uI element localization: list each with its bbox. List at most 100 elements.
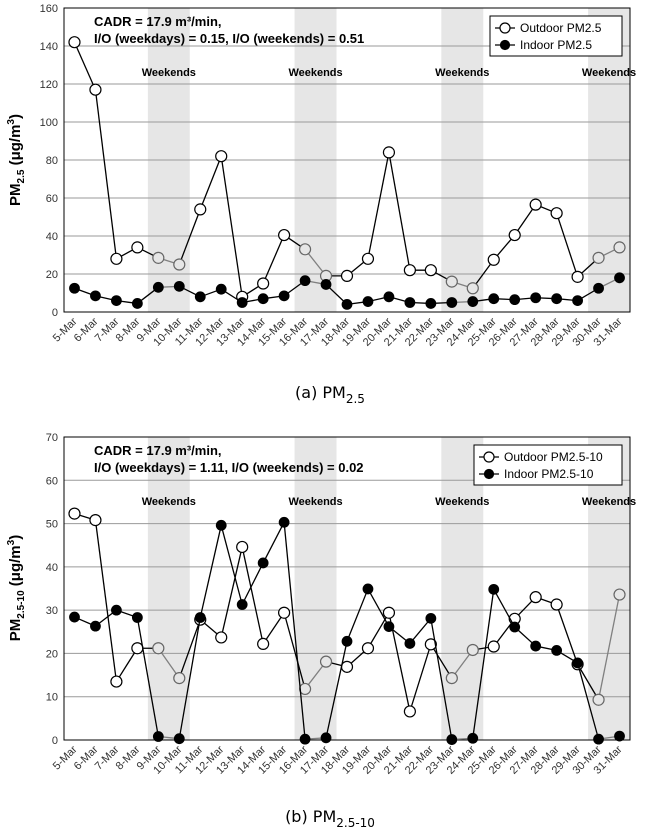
data-point-5-Mar bbox=[69, 282, 80, 294]
y-axis-label-unit: (μg/m bbox=[7, 125, 24, 170]
data-point-9-Mar bbox=[152, 251, 165, 264]
data-point-11-Mar bbox=[194, 203, 207, 216]
data-point-24-Mar bbox=[466, 643, 479, 657]
y-tick-label-100: 100 bbox=[40, 117, 58, 129]
data-point-18-Mar bbox=[341, 635, 353, 647]
data-point-25-Mar bbox=[487, 640, 500, 653]
data-point-8-Mar bbox=[131, 612, 143, 623]
segment-6 bbox=[178, 619, 201, 679]
data-point-21-Mar bbox=[404, 638, 416, 649]
segment-21 bbox=[493, 589, 516, 628]
legend-box bbox=[489, 15, 623, 57]
segment-22 bbox=[514, 204, 537, 236]
data-point-6-Mar bbox=[90, 290, 101, 302]
data-point-30-Mar bbox=[592, 251, 605, 264]
y-axis-label-main: PM bbox=[7, 619, 24, 642]
data-point-29-Mar bbox=[572, 295, 583, 307]
data-point-14-Mar bbox=[257, 557, 269, 569]
data-point-15-Mar bbox=[278, 516, 290, 528]
y-tick-label-30: 30 bbox=[46, 605, 58, 617]
y-axis-label-superscript: 3 bbox=[6, 119, 17, 125]
data-point-10-Mar bbox=[173, 280, 185, 292]
data-point-10-Mar bbox=[173, 672, 186, 685]
data-point-27-Mar bbox=[530, 292, 542, 304]
data-point-23-Mar bbox=[446, 734, 458, 745]
legend-label-1: Outdoor PM2.5 bbox=[520, 21, 602, 35]
y-tick-label-0: 0 bbox=[52, 735, 58, 747]
y-tick-label-20: 20 bbox=[46, 648, 58, 660]
data-point-14-Mar bbox=[257, 637, 270, 651]
data-point-27-Mar bbox=[530, 640, 542, 652]
segment-2 bbox=[94, 89, 118, 259]
y-tick-label-70: 70 bbox=[46, 432, 58, 444]
data-point-24-Mar bbox=[467, 732, 479, 744]
data-point-18-Mar bbox=[340, 660, 354, 673]
y-axis-label: PM2.5 (μg/m3) bbox=[6, 114, 27, 206]
segment-17 bbox=[409, 644, 432, 712]
legend-marker-1 bbox=[499, 22, 511, 34]
data-point-29-Mar bbox=[571, 270, 584, 283]
segment-14 bbox=[346, 588, 369, 642]
data-point-6-Mar bbox=[89, 514, 102, 527]
cadr-annotation: CADR = 17.9 m³/min, I/O (weekdays) = 1.11… bbox=[94, 443, 364, 475]
data-point-15-Mar bbox=[278, 290, 290, 302]
segment-16 bbox=[388, 152, 411, 271]
data-point-16-Mar bbox=[299, 275, 311, 287]
segment-18 bbox=[430, 618, 453, 740]
data-point-11-Mar bbox=[194, 291, 206, 303]
data-point-30-Mar bbox=[592, 693, 605, 706]
data-point-8-Mar bbox=[131, 241, 144, 254]
segment-26 bbox=[597, 594, 621, 700]
annotation-line-1: CADR = 17.9 m³/min, bbox=[94, 443, 222, 458]
y-tick-label-40: 40 bbox=[46, 231, 58, 243]
y-tick-label-40: 40 bbox=[46, 562, 58, 574]
annotation-line-2: I/O (weekdays) = 0.15, I/O (weekends) = … bbox=[94, 31, 364, 46]
legend-marker-2 bbox=[483, 468, 495, 480]
data-point-17-Mar bbox=[320, 732, 332, 744]
data-point-15-Mar bbox=[278, 606, 291, 619]
y-tick-label-50: 50 bbox=[46, 519, 58, 531]
segment-10 bbox=[262, 612, 285, 645]
data-point-21-Mar bbox=[403, 705, 416, 718]
y-axis-label: PM2.5-10 (μg/m3) bbox=[6, 535, 27, 641]
data-point-8-Mar bbox=[131, 298, 143, 309]
segment-25 bbox=[576, 662, 600, 740]
data-point-7-Mar bbox=[111, 295, 122, 307]
data-point-6-Mar bbox=[89, 83, 102, 96]
data-point-13-Mar bbox=[236, 540, 249, 554]
weekend-label-3: Weekends bbox=[435, 67, 489, 79]
weekend-band-1 bbox=[147, 437, 190, 740]
legend-marker-2 bbox=[499, 39, 511, 51]
data-point-31-Mar bbox=[614, 730, 625, 742]
plot-frame bbox=[63, 7, 631, 313]
data-point-19-Mar bbox=[361, 252, 375, 265]
data-point-25-Mar bbox=[488, 293, 500, 305]
weekend-label-2: Weekends bbox=[288, 496, 342, 508]
caption-subscript: 2.5 bbox=[346, 392, 365, 406]
data-point-16-Mar bbox=[298, 243, 312, 256]
segment-15 bbox=[367, 152, 390, 259]
segment-8 bbox=[220, 156, 243, 297]
segment-10 bbox=[262, 234, 285, 284]
segment-2 bbox=[94, 520, 118, 682]
data-point-22-Mar bbox=[425, 612, 437, 624]
data-point-12-Mar bbox=[215, 519, 227, 531]
data-point-26-Mar bbox=[509, 621, 521, 633]
data-point-24-Mar bbox=[467, 296, 479, 307]
data-point-20-Mar bbox=[382, 146, 396, 159]
data-point-31-Mar bbox=[614, 272, 625, 284]
data-point-8-Mar bbox=[131, 642, 144, 655]
weekend-band-3 bbox=[441, 437, 484, 740]
weekend-label-1: Weekends bbox=[142, 67, 196, 79]
data-point-13-Mar bbox=[236, 599, 248, 610]
data-point-28-Mar bbox=[551, 644, 563, 656]
data-point-23-Mar bbox=[445, 275, 458, 288]
data-point-7-Mar bbox=[110, 252, 123, 265]
data-point-22-Mar bbox=[424, 638, 437, 651]
data-point-22-Mar bbox=[424, 264, 437, 277]
data-point-20-Mar bbox=[383, 291, 395, 303]
y-axis-label-unit: (μg/m bbox=[7, 545, 24, 590]
legend-marker-1 bbox=[483, 451, 495, 463]
data-point-12-Mar bbox=[215, 150, 228, 163]
